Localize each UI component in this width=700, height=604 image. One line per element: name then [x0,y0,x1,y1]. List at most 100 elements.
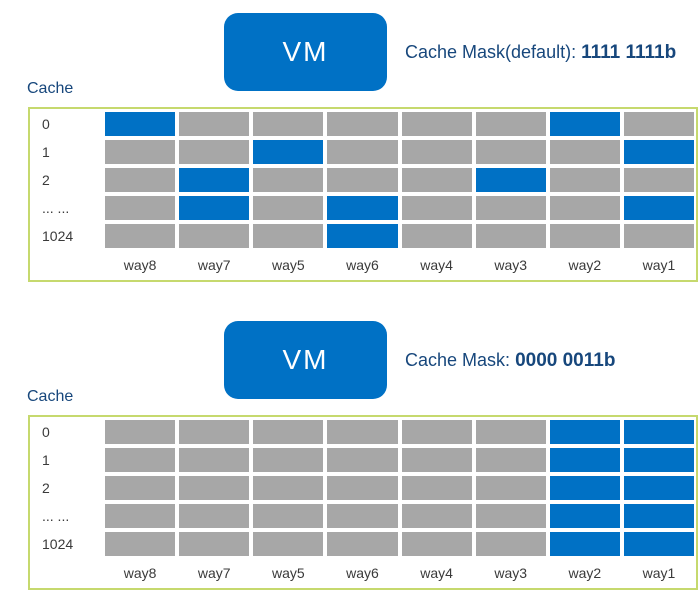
cache-cell [327,420,398,444]
cache-cell [623,420,694,444]
cache-cell [401,532,472,556]
cache-mask-text: Cache Mask: 0000 0011b [405,350,615,372]
cache-cell [401,168,472,192]
cache-cell [475,112,546,136]
col-label: way3 [475,560,546,586]
cache-cell [623,140,694,164]
cache-cell [475,168,546,192]
cache-cell [549,224,620,248]
col-label: way2 [549,252,620,278]
row-label: 2 [30,168,101,192]
cache-cell [179,224,250,248]
grid-footer-spacer [30,560,101,586]
cache-cell [401,476,472,500]
cache-cell [105,532,176,556]
cache-cell [623,196,694,220]
cache-cell [549,448,620,472]
vm-label: VM [282,36,329,67]
cache-cell [327,224,398,248]
cache-cell [105,196,176,220]
cache-cell [475,532,546,556]
cache-cell [105,140,176,164]
cache-cell [179,168,250,192]
row-label: 0 [30,420,101,444]
cache-cell [549,476,620,500]
cache-grid: 0 1 2... ... 1024 way8 way7 way5 way6 way4 way3 wa… [30,420,694,586]
row-label: ... ... [30,504,101,528]
cache-cell [105,504,176,528]
cache-cell [475,420,546,444]
cache-mask-value: 0000 0011b [515,350,616,371]
cache-cell [327,196,398,220]
cache-cell [105,168,176,192]
cache-cell [623,448,694,472]
cache-cell [105,224,176,248]
col-label: way1 [623,252,694,278]
cache-cell [475,476,546,500]
cache-cell [623,504,694,528]
col-label: way3 [475,252,546,278]
cache-cell [253,140,324,164]
cache-grid-frame: 0 1 2... ... 1024 way8 way7 way5 way6 way4 way3 wa… [28,107,698,282]
cache-cell [105,476,176,500]
cache-cell [401,196,472,220]
vm-box: VM [224,321,387,399]
cache-cell [623,224,694,248]
cache-cell [401,504,472,528]
cache-cell [549,420,620,444]
cache-cell [179,140,250,164]
row-label: 1 [30,140,101,164]
cache-label: Cache [27,80,74,97]
cache-cell [253,476,324,500]
cache-cell [179,112,250,136]
col-label: way1 [623,560,694,586]
cache-cell [401,420,472,444]
col-label: way4 [401,560,472,586]
cache-cell [623,112,694,136]
col-label: way4 [401,252,472,278]
cache-cell [327,504,398,528]
cache-cell [401,448,472,472]
row-label: 1024 [30,224,101,248]
row-label: ... ... [30,196,101,220]
cache-cell [623,476,694,500]
col-label: way5 [253,252,324,278]
cache-cell [475,224,546,248]
cache-mask-text: Cache Mask(default): 1111 1111b [405,42,676,64]
cache-cell [401,140,472,164]
cache-cell [179,476,250,500]
col-label: way8 [105,560,176,586]
cache-cell [179,448,250,472]
cache-cell [179,504,250,528]
col-label: way6 [327,560,398,586]
col-label: way5 [253,560,324,586]
cache-cell [327,168,398,192]
cache-cell [105,420,176,444]
cache-cell [549,196,620,220]
col-label: way7 [179,560,250,586]
cache-cell [179,196,250,220]
row-label: 0 [30,112,101,136]
cache-cell [475,196,546,220]
vm-label: VM [282,344,329,375]
cache-cell [549,140,620,164]
cache-cell [475,448,546,472]
cache-cell [253,196,324,220]
cache-cell [179,420,250,444]
grid-footer-spacer [30,252,101,278]
cache-cell [549,168,620,192]
cache-label: Cache [27,388,74,405]
row-label: 1 [30,448,101,472]
cache-cell [253,532,324,556]
cache-cell [327,112,398,136]
cache-cell [105,448,176,472]
cache-cell [549,532,620,556]
cache-cell [401,224,472,248]
cache-cell [623,532,694,556]
cache-cell [179,532,250,556]
cache-cell [549,112,620,136]
cache-cell [475,140,546,164]
cache-cell [401,112,472,136]
cache-mask-label: Cache Mask: [405,350,511,370]
